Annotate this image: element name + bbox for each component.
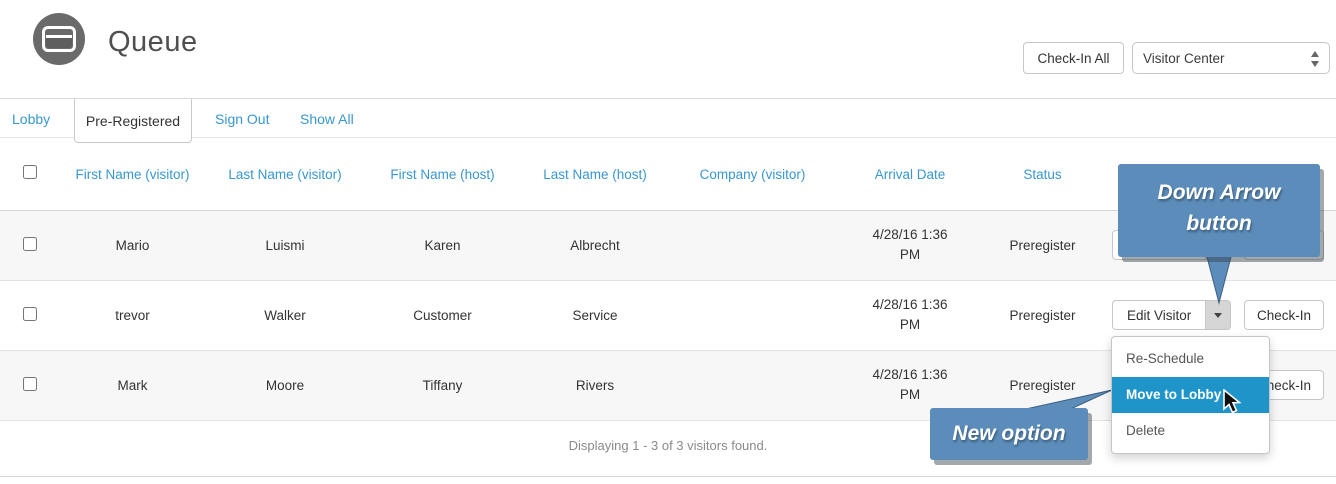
cell-status: Preregister [1009, 377, 1076, 393]
page-title: Queue [108, 26, 198, 58]
new-option-annotation: New option [930, 408, 1088, 460]
cell-first-name-visitor: Mario [115, 237, 150, 253]
cell-last-name-visitor: Luismi [265, 237, 305, 253]
cell-arrival-date: 4/28/16 1:36 PM [872, 366, 948, 402]
cell-first-name-visitor: Mark [117, 377, 148, 393]
cell-last-name-host: Service [572, 307, 618, 323]
col-last-name-visitor[interactable]: Last Name (visitor) [205, 140, 365, 211]
cell-last-name-visitor: Moore [265, 377, 305, 393]
cell-status: Preregister [1009, 307, 1076, 323]
edit-visitor-button[interactable]: Edit Visitor [1111, 300, 1207, 330]
col-last-name-host[interactable]: Last Name (host) [520, 140, 670, 211]
visitor-center-select-value: Visitor Center [1143, 50, 1225, 66]
cell-company-visitor [670, 210, 835, 280]
col-first-name-visitor[interactable]: First Name (visitor) [60, 140, 205, 211]
app-header: Queue Check-In All Visitor Center [0, 0, 1336, 98]
results-summary: Displaying 1 - 3 of 3 visitors found. [568, 437, 768, 453]
table-footer: Displaying 1 - 3 of 3 visitors found. [0, 421, 1336, 477]
edit-visitor-dropdown-menu: Re-Schedule Move to Lobby Delete [1111, 336, 1270, 454]
tab-show-all[interactable]: Show All [300, 110, 354, 127]
menu-item-delete[interactable]: Delete [1126, 423, 1166, 438]
menu-item-re-schedule[interactable]: Re-Schedule [1126, 351, 1205, 366]
cell-last-name-host: Albrecht [570, 237, 620, 253]
col-status[interactable]: Status [985, 140, 1100, 211]
cell-status: Preregister [1009, 237, 1076, 253]
tab-lobby[interactable]: Lobby [12, 110, 51, 127]
visitor-center-select[interactable]: Visitor Center [1132, 42, 1330, 74]
cell-arrival-date: 4/28/16 1:36 PM [872, 296, 948, 332]
select-all-checkbox[interactable] [23, 165, 37, 180]
cell-last-name-visitor: Walker [264, 307, 306, 323]
table-row: trevor Walker Customer Service 4/28/16 1… [0, 280, 1336, 350]
check-in-button[interactable]: Check-In [1244, 300, 1325, 330]
down-arrow-annotation: Down Arrow button [1118, 164, 1320, 257]
select-stepper-icon [1310, 50, 1320, 68]
col-first-name-host[interactable]: First Name (host) [365, 140, 520, 211]
row-checkbox[interactable] [23, 376, 37, 391]
col-arrival-date[interactable]: Arrival Date [835, 140, 985, 211]
badge-icon [42, 26, 76, 52]
check-in-all-button[interactable]: Check-In All [1023, 42, 1124, 74]
edit-visitor-caret-button[interactable] [1205, 300, 1232, 330]
row-checkbox[interactable] [23, 306, 37, 321]
queue-logo-icon [33, 13, 85, 65]
cell-arrival-date: 4/28/16 1:36 PM [872, 226, 948, 262]
cell-first-name-host: Karen [424, 237, 461, 253]
cell-first-name-host: Customer [413, 307, 472, 323]
tab-pre-registered[interactable]: Pre-Registered [74, 99, 192, 143]
cell-company-visitor [670, 350, 835, 420]
cell-first-name-host: Tiffany [422, 377, 463, 393]
menu-item-move-to-lobby[interactable]: Move to Lobby [1112, 377, 1269, 413]
row-checkbox[interactable] [23, 236, 37, 251]
cell-last-name-host: Rivers [575, 377, 615, 393]
tab-bar: Lobby Pre-Registered Sign Out Show All [0, 98, 1336, 143]
caret-down-icon [1214, 312, 1223, 318]
tab-sign-out[interactable]: Sign Out [215, 110, 270, 127]
cell-company-visitor [670, 280, 835, 350]
col-company-visitor[interactable]: Company (visitor) [670, 140, 835, 211]
cell-first-name-visitor: trevor [115, 307, 150, 323]
badge-bar-icon [46, 35, 72, 48]
